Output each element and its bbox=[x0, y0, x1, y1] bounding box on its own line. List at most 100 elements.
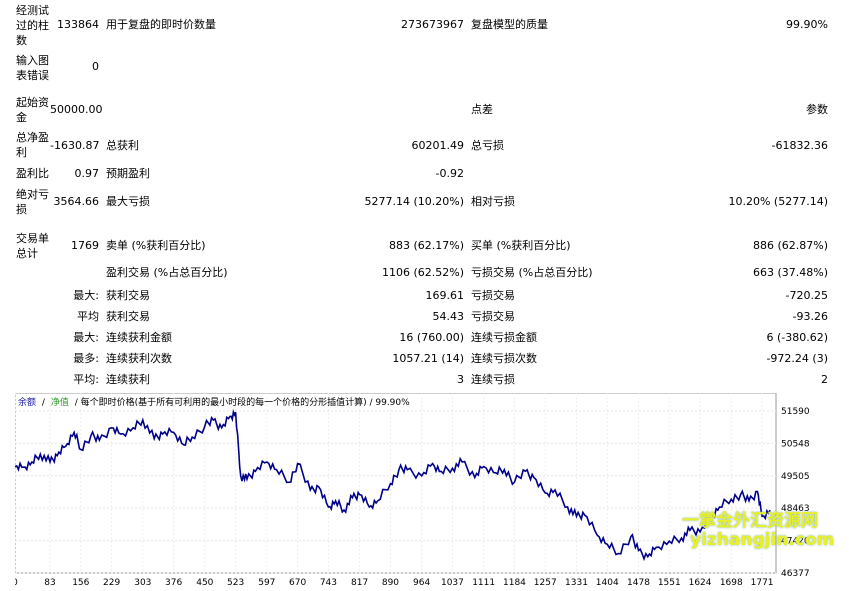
label-initial-deposit: 起始资金 bbox=[16, 96, 49, 124]
x-tick-label: 1478 bbox=[627, 578, 650, 588]
y-tick-label: 50548 bbox=[781, 439, 810, 449]
y-tick-label: 49505 bbox=[781, 472, 810, 482]
value-max-consecutive-losses: 6 (-380.62) bbox=[766, 331, 828, 344]
value-total-net-profit: -1630.87 bbox=[50, 139, 100, 152]
label-average-profit-trade: 获利交易 bbox=[106, 310, 150, 323]
value-maximal-consecutive-profit: 1057.21 (14) bbox=[392, 352, 464, 365]
value-maximal-drawdown: 5277.14 (10.20%) bbox=[364, 195, 464, 208]
value-loss-trades: 663 (37.48%) bbox=[752, 266, 828, 279]
value-modelling-quality: 99.90% bbox=[786, 18, 828, 31]
label-gross-loss: 总亏损 bbox=[471, 139, 504, 152]
prefix-maximum: 最大: bbox=[73, 331, 99, 344]
x-tick-label: 890 bbox=[382, 578, 399, 588]
value-expected-payoff: -0.92 bbox=[435, 167, 464, 180]
x-axis-ticks: 0 83 156 229 303 376 450 523 597 670 743 817 890 964 1… bbox=[12, 578, 774, 588]
legend-equity: 净值 bbox=[51, 396, 69, 408]
label-expected-payoff: 预期盈利 bbox=[106, 167, 150, 180]
value-average-consecutive-losses: 2 bbox=[821, 373, 828, 386]
value-gross-loss: -61832.36 bbox=[771, 139, 828, 152]
y-tick-label: 46377 bbox=[781, 569, 810, 579]
value-profit-factor: 0.97 bbox=[74, 167, 100, 180]
x-tick-label: 1404 bbox=[596, 578, 619, 588]
label-maximal-drawdown: 最大亏损 bbox=[106, 195, 150, 208]
label-short-positions: 卖单 (%获利百分比) bbox=[106, 239, 206, 252]
label-ticks-modelled: 用于复盘的即时价数量 bbox=[106, 18, 216, 31]
value-long-positions: 886 (62.87%) bbox=[752, 239, 828, 252]
label-average-consecutive-wins: 连续获利 bbox=[106, 373, 150, 386]
label-maximal-consecutive-profit: 连续获利次数 bbox=[106, 352, 172, 365]
y-axis-ticks: 51590 50548 49505 48463 47420 46377 bbox=[781, 407, 810, 579]
chart-header: 余额 / 净值 / 每个即时价格(基于所有可利用的最小时段的每一个价格的分形插值… bbox=[18, 396, 410, 408]
label-profit-trades: 盈利交易 (%占总百分比) bbox=[106, 266, 228, 279]
x-tick-label: 156 bbox=[72, 578, 89, 588]
x-tick-label: 597 bbox=[258, 578, 275, 588]
x-tick-label: 1698 bbox=[720, 578, 743, 588]
label-profit-factor: 盈利比 bbox=[16, 167, 49, 180]
value-initial-deposit: 50000.00 bbox=[50, 103, 103, 116]
balance-series-line bbox=[14, 409, 771, 562]
x-tick-label: 1037 bbox=[441, 578, 464, 588]
value-ticks-modelled: 273673967 bbox=[401, 18, 464, 31]
x-tick-label: 303 bbox=[134, 578, 151, 588]
label-max-consecutive-wins: 连续获利金额 bbox=[106, 331, 172, 344]
label-total-trades: 交易单总计 bbox=[16, 232, 49, 260]
x-tick-label: 670 bbox=[289, 578, 306, 588]
prefix-average-consecutive: 平均: bbox=[73, 373, 99, 386]
x-tick-label: 1331 bbox=[565, 578, 588, 588]
x-tick-label: 83 bbox=[44, 578, 55, 588]
label-mismatched-errors: 输入图表错误 bbox=[16, 54, 49, 82]
value-maximal-consecutive-loss: -972.24 (3) bbox=[766, 352, 828, 365]
label-loss-trades: 亏损交易 (%占总百分比) bbox=[471, 266, 593, 279]
value-total-trades: 1769 bbox=[71, 239, 99, 252]
value-average-consecutive-wins: 3 bbox=[457, 373, 464, 386]
x-tick-label: 523 bbox=[227, 578, 244, 588]
label-absolute-drawdown: 绝对亏损 bbox=[16, 188, 49, 216]
label-largest-profit-trade: 获利交易 bbox=[106, 289, 150, 302]
label-total-net-profit: 总净盈利 bbox=[16, 131, 49, 159]
label-average-loss-trade: 亏损交易 bbox=[471, 310, 515, 323]
prefix-maximal: 最多: bbox=[73, 352, 99, 365]
balance-chart-svg: 0 83 156 229 303 376 450 523 597 670 743 817 890 964 1… bbox=[12, 392, 810, 588]
balance-chart: 0 83 156 229 303 376 450 523 597 670 743 817 890 964 1… bbox=[12, 392, 843, 588]
value-short-positions: 883 (62.17%) bbox=[388, 239, 464, 252]
label-max-consecutive-losses: 连续亏损金额 bbox=[471, 331, 537, 344]
watermark-cn: 一掌金外汇资源网 bbox=[682, 511, 818, 531]
value-max-consecutive-wins: 16 (760.00) bbox=[399, 331, 464, 344]
label-modelling-quality: 复盘模型的质量 bbox=[471, 18, 548, 31]
label-largest-loss-trade: 亏损交易 bbox=[471, 289, 515, 302]
x-tick-label: 229 bbox=[103, 578, 120, 588]
x-tick-label: 376 bbox=[165, 578, 182, 588]
label-long-positions: 买单 (%获利百分比) bbox=[471, 239, 571, 252]
prefix-largest: 最大: bbox=[73, 289, 99, 302]
x-tick-label: 1771 bbox=[751, 578, 774, 588]
label-spread: 点差 bbox=[471, 103, 493, 116]
x-tick-label: 450 bbox=[196, 578, 213, 588]
value-relative-drawdown: 10.20% (5277.14) bbox=[728, 195, 828, 208]
value-average-profit-trade: 54.43 bbox=[432, 310, 465, 323]
label-average-consecutive-losses: 连续亏损 bbox=[471, 373, 515, 386]
x-tick-label: 0 bbox=[15, 578, 18, 588]
legend-description: / 每个即时价格(基于所有可利用的最小时段的每一个价格的分形插值计算) / 99… bbox=[75, 396, 410, 408]
x-tick-label: 1257 bbox=[534, 578, 557, 588]
value-mismatched-errors: 0 bbox=[92, 60, 99, 73]
value-gross-profit: 60201.49 bbox=[411, 139, 465, 152]
label-gross-profit: 总获利 bbox=[106, 139, 139, 152]
x-tick-label: 743 bbox=[320, 578, 337, 588]
x-tick-label: 1624 bbox=[689, 578, 712, 588]
label-maximal-consecutive-loss: 连续亏损次数 bbox=[471, 352, 537, 365]
y-tick-label: 48463 bbox=[781, 504, 810, 514]
value-absolute-drawdown: 3564.66 bbox=[53, 195, 100, 208]
x-tick-label: 817 bbox=[351, 578, 368, 588]
x-tick-label: 1111 bbox=[472, 578, 495, 588]
legend-balance: 余额 bbox=[18, 396, 36, 408]
series-group bbox=[14, 409, 771, 562]
x-tick-label: 964 bbox=[413, 578, 430, 588]
watermark-url: yizhangjin.com bbox=[690, 530, 835, 550]
value-average-loss-trade: -93.26 bbox=[792, 310, 828, 323]
y-tick-label: 47420 bbox=[781, 537, 810, 547]
prefix-average: 平均 bbox=[77, 310, 99, 323]
x-tick-label: 1184 bbox=[503, 578, 526, 588]
x-tick-label: 1551 bbox=[658, 578, 681, 588]
label-parameters: 参数 bbox=[806, 103, 828, 116]
value-profit-trades: 1106 (62.52%) bbox=[381, 266, 464, 279]
